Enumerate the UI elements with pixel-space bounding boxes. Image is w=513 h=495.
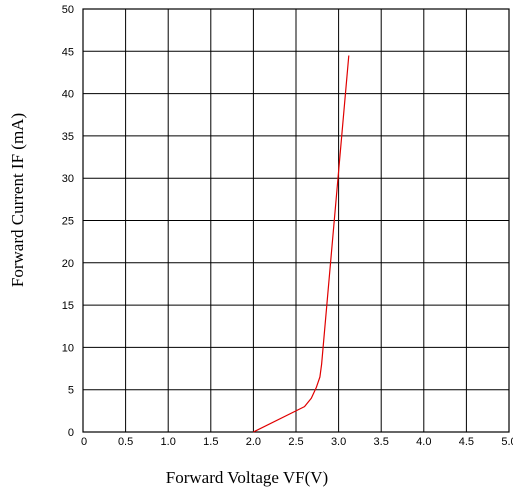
x-tick-label: 1.0	[161, 436, 176, 448]
plot-frame	[82, 8, 510, 433]
y-tick-label: 30	[62, 173, 74, 185]
y-tick-label: 0	[68, 427, 74, 439]
y-tick-label: 15	[62, 300, 74, 312]
y-axis-title: Forward Current IF (mA)	[8, 113, 27, 287]
y-tick-label: 40	[62, 89, 74, 101]
series-line-1	[253, 55, 350, 433]
plot-border	[82, 8, 510, 433]
x-tick-labels: 0 0.5 1.0 1.5 2.0 2.5 3.0 3.5 4.0 4.5 5.0	[81, 436, 513, 448]
x-tick-label: 0	[81, 436, 87, 448]
x-tick-label: 3.0	[331, 436, 346, 448]
y-tick-label: 10	[62, 342, 74, 354]
y-tick-label: 25	[62, 216, 74, 228]
y-tick-label: 20	[62, 258, 74, 270]
x-tick-label: 1.5	[203, 436, 218, 448]
grid	[83, 9, 509, 432]
x-tick-label: 2.0	[246, 436, 261, 448]
x-tick-label: 2.5	[288, 436, 303, 448]
series-layer	[253, 55, 350, 433]
y-tick-label: 45	[62, 46, 74, 58]
y-tick-label: 50	[62, 4, 74, 16]
x-tick-label: 0.5	[118, 436, 133, 448]
x-tick-label: 3.5	[374, 436, 389, 448]
y-tick-labels: 0 5 10 15 20 25 30 35 40 45 50	[62, 4, 74, 439]
y-tick-label: 5	[68, 385, 74, 397]
x-tick-label: 4.5	[459, 436, 474, 448]
x-tick-label: 4.0	[416, 436, 431, 448]
x-axis-title: Forward Voltage VF(V)	[166, 468, 328, 487]
y-tick-label: 35	[62, 131, 74, 143]
x-tick-label: 5.0	[501, 436, 513, 448]
